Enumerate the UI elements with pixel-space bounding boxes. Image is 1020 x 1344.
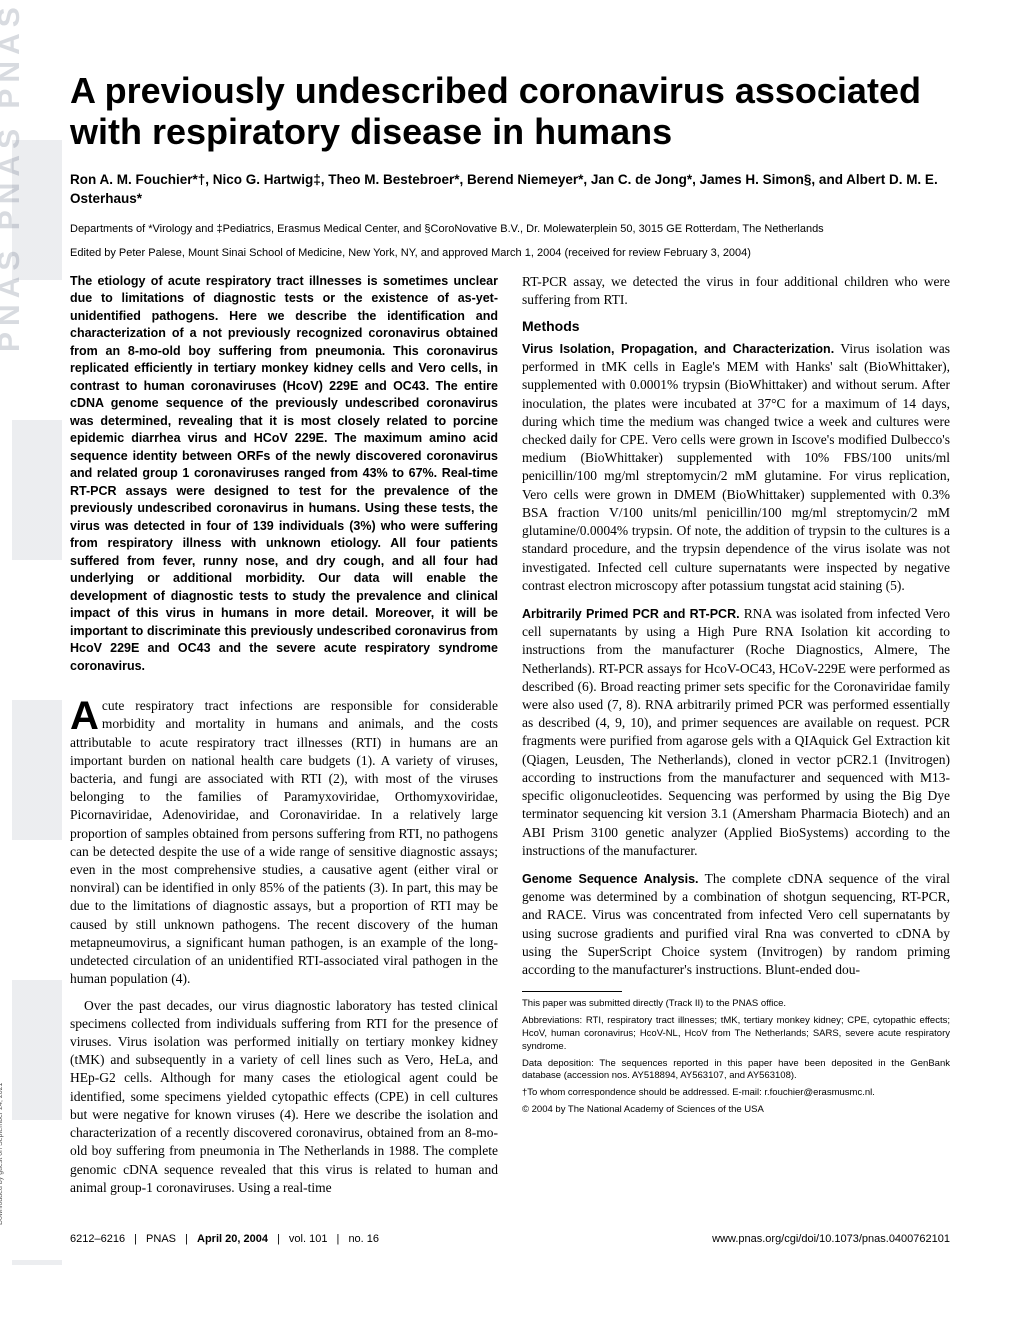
- pnas-watermark: PNAS PNAS PNAS PNAS PNAS: [12, 0, 62, 1265]
- footer-journal: PNAS: [146, 1233, 176, 1245]
- sub-pcr-label: Arbitrarily Primed PCR and RT-PCR.: [522, 607, 740, 621]
- edited-by-line: Edited by Peter Palese, Mount Sinai Scho…: [70, 247, 950, 259]
- footnote-track: This paper was submitted directly (Track…: [522, 998, 950, 1011]
- sub-virus-isolation-label: Virus Isolation, Propagation, and Charac…: [522, 342, 834, 356]
- authors-line: Ron A. M. Fouchier*†, Nico G. Hartwig‡, …: [70, 171, 950, 209]
- affiliations-line: Departments of *Virology and ‡Pediatrics…: [70, 223, 950, 235]
- left-column: The etiology of acute respiratory tract …: [70, 273, 498, 1205]
- abstract-text: The etiology of acute respiratory tract …: [70, 273, 498, 676]
- intro-p1-text: cute respiratory tract infections are re…: [70, 698, 498, 986]
- footnote-correspondence: †To whom correspondence should be addres…: [522, 1087, 950, 1100]
- two-column-body: The etiology of acute respiratory tract …: [70, 273, 950, 1205]
- intro-paragraph-2: Over the past decades, our virus diagnos…: [70, 997, 498, 1197]
- methods-virus-isolation: Virus Isolation, Propagation, and Charac…: [522, 340, 950, 595]
- sub-genome-label: Genome Sequence Analysis.: [522, 872, 699, 886]
- methods-genome: Genome Sequence Analysis. The complete c…: [522, 870, 950, 979]
- download-note: Downloaded by guest on September 24, 202…: [0, 1083, 4, 1225]
- methods-heading: Methods: [522, 317, 950, 336]
- footnote-copyright: © 2004 by The National Academy of Scienc…: [522, 1104, 950, 1117]
- footer-doi: www.pnas.org/cgi/doi/10.1073/pnas.040076…: [712, 1233, 950, 1245]
- methods-pcr: Arbitrarily Primed PCR and RT-PCR. RNA w…: [522, 605, 950, 860]
- footer-issue: no. 16: [348, 1233, 379, 1245]
- dropcap: A: [70, 697, 102, 733]
- right-column: RT-PCR assay, we detected the virus in f…: [522, 273, 950, 1205]
- footer-left: 6212–6216 | PNAS | April 20, 2004 | vol.…: [70, 1233, 379, 1245]
- article-title: A previously undescribed coronavirus ass…: [70, 70, 950, 153]
- watermark-text: PNAS PNAS PNAS PNAS PNAS: [0, 0, 27, 352]
- sub-genome-text: The complete cDNA sequence of the viral …: [522, 871, 950, 977]
- page-footer: 6212–6216 | PNAS | April 20, 2004 | vol.…: [70, 1233, 950, 1245]
- footer-vol: vol. 101: [289, 1233, 328, 1245]
- footnote-rule: [522, 991, 622, 992]
- footer-pages: 6212–6216: [70, 1233, 125, 1245]
- footer-date: April 20, 2004: [197, 1233, 268, 1245]
- footnote-data-deposition: Data deposition: The sequences reported …: [522, 1058, 950, 1084]
- intro-paragraph-1: Acute respiratory tract infections are r…: [70, 697, 498, 989]
- sub-virus-isolation-text: Virus isolation was performed in tMK cel…: [522, 341, 950, 593]
- sub-pcr-text: RNA was isolated from infected Vero cell…: [522, 606, 950, 858]
- continuation-text: RT-PCR assay, we detected the virus in f…: [522, 273, 950, 309]
- footnote-abbrev: Abbreviations: RTI, respiratory tract il…: [522, 1015, 950, 1053]
